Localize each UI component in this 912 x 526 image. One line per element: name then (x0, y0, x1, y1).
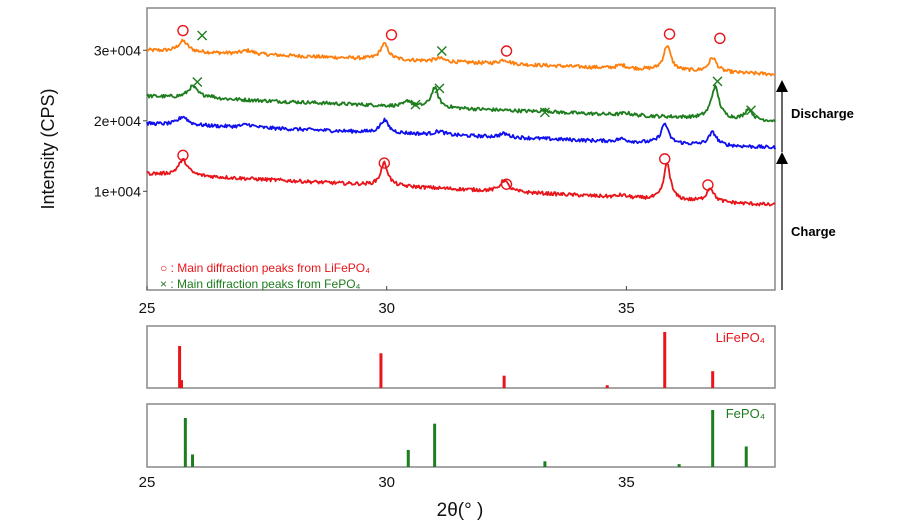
series-line-2 (146, 115, 776, 150)
peak-marker-circle (177, 149, 189, 162)
reference-bar-1 (180, 380, 184, 388)
peak-marker-cross (410, 99, 421, 110)
x-tick-label: 30 (378, 300, 395, 317)
reference-bar-1 (178, 346, 182, 388)
series-line-3 (146, 158, 776, 207)
bottom-x-tick-label: 35 (618, 474, 635, 491)
reference-bar-2 (711, 410, 715, 467)
x-tick-label: 35 (618, 300, 635, 317)
peak-marker-cross (436, 46, 447, 56)
y-tick-label: 3e+004 (94, 42, 141, 58)
reference-bar-1 (711, 371, 715, 388)
reference-bar-1 (502, 375, 506, 388)
legend-entry: ○ : Main diffraction peaks from LiFePO₄ (160, 261, 370, 275)
reference-bar-2 (543, 461, 547, 467)
peak-marker-circle (702, 179, 714, 191)
reference-panel-label: FePO₄ (726, 406, 765, 421)
charge-label: Charge (791, 224, 836, 239)
reference-bar-2 (406, 449, 410, 467)
y-tick-label: 1e+004 (94, 183, 141, 199)
reference-bar-1 (605, 385, 609, 388)
bottom-x-tick-label: 30 (378, 474, 395, 491)
peak-marker-circle (177, 24, 189, 37)
peak-marker-cross (539, 107, 550, 118)
peak-marker-circle (659, 153, 671, 165)
peak-marker-circle (500, 45, 513, 57)
peak-marker-circle (663, 28, 676, 40)
peak-marker-circle (714, 32, 726, 45)
series-line-1 (146, 84, 776, 123)
x-axis-label: 2θ(° ) (437, 500, 484, 521)
peak-marker-circle (500, 178, 513, 190)
reference-bar-2 (433, 423, 437, 467)
reference-bar-2 (677, 464, 681, 467)
y-tick-label: 2e+004 (94, 113, 141, 129)
reference-bar-1 (663, 332, 667, 388)
reference-panel-frame-2 (146, 403, 776, 468)
peak-marker-cross (712, 76, 723, 87)
peak-marker-cross (197, 30, 208, 41)
series-line-0 (146, 38, 776, 77)
peak-marker-circle (378, 157, 390, 169)
main-plot-frame (146, 7, 776, 291)
x-tick-label: 25 (139, 300, 156, 317)
bottom-x-tick-label: 25 (139, 474, 156, 491)
peak-marker-circle (385, 29, 398, 41)
reference-bar-1 (379, 353, 383, 388)
charge-arrow-head (776, 152, 788, 164)
y-axis-label: Intensity (CPS) (38, 88, 58, 209)
peak-marker-cross (746, 105, 757, 116)
legend-entry: × : Main diffraction peaks from FePO₄ (160, 277, 361, 291)
reference-bar-2 (744, 446, 748, 467)
reference-bar-2 (183, 417, 187, 467)
peak-marker-cross (434, 83, 445, 94)
reference-bar-2 (191, 454, 195, 467)
reference-panel-frame-1 (146, 325, 776, 389)
reference-panel-label: LiFePO₄ (716, 330, 765, 345)
discharge-arrow-head (776, 80, 788, 92)
discharge-label: Discharge (791, 106, 854, 121)
peak-marker-cross (192, 77, 203, 88)
